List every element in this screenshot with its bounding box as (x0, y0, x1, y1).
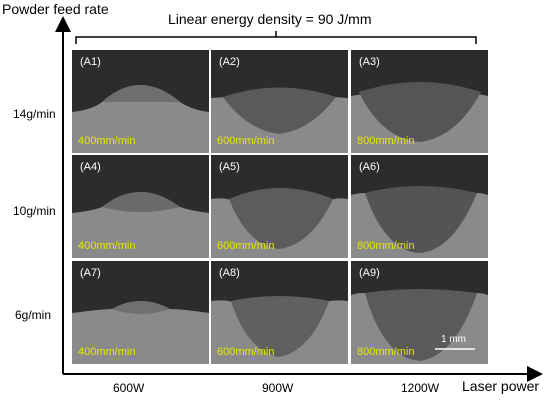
panel-tag: (A7) (80, 267, 101, 279)
micrograph-image (211, 261, 348, 364)
micrograph-image (351, 261, 488, 364)
panel-tag: (A9) (359, 267, 380, 279)
row-label-6: 6g/min (15, 308, 52, 322)
micrograph-panel: (A2) 600mm/min (211, 50, 348, 153)
scan-speed-label: 600mm/min (217, 240, 275, 252)
x-axis-label: Laser power (462, 378, 540, 394)
micrograph-image (72, 155, 209, 258)
scan-speed-label: 400mm/min (78, 135, 136, 147)
figure-title: Linear energy density = 90 J/mm (168, 11, 372, 27)
col-label-600w: 600W (113, 381, 145, 395)
micrograph-panel: (A3) 800mm/min (351, 50, 488, 153)
panel-tag: (A8) (219, 267, 240, 279)
micrograph-panel: (A8) 600mm/min (211, 261, 348, 364)
micrograph-panel: (A4) 400mm/min (72, 155, 209, 258)
col-label-900w: 900W (262, 381, 294, 395)
micrograph-image (211, 155, 348, 258)
scale-bar-label: 1 mm (441, 334, 466, 345)
scan-speed-label: 800mm/min (357, 346, 415, 358)
scan-speed-label: 400mm/min (78, 346, 136, 358)
panel-tag: (A5) (219, 161, 240, 173)
col-label-1200w: 1200W (401, 381, 440, 395)
micrograph-panel: (A5) 600mm/min (211, 155, 348, 258)
title-bracket (75, 31, 477, 44)
micrograph-image (72, 50, 209, 153)
y-axis-label: Powder feed rate (2, 1, 109, 17)
micrograph-panel: (A6) 800mm/min (351, 155, 488, 258)
scan-speed-label: 600mm/min (217, 346, 275, 358)
micrograph-panel: (A9) 800mm/min 1 mm (351, 261, 488, 364)
micrograph-panel: (A7) 400mm/min (72, 261, 209, 364)
row-label-10: 10g/min (13, 204, 56, 218)
scan-speed-label: 600mm/min (217, 135, 275, 147)
micrograph-image (351, 155, 488, 258)
scan-speed-label: 800mm/min (357, 135, 415, 147)
panel-tag: (A4) (80, 161, 101, 173)
scan-speed-label: 400mm/min (78, 240, 136, 252)
micrograph-image (351, 50, 488, 153)
micrograph-panel: (A1) 400mm/min (72, 50, 209, 153)
panel-tag: (A2) (219, 56, 240, 68)
row-label-14: 14g/min (13, 107, 56, 121)
scan-speed-label: 800mm/min (357, 240, 415, 252)
micrograph-image (211, 50, 348, 153)
panel-tag: (A6) (359, 161, 380, 173)
panel-tag: (A3) (359, 56, 380, 68)
panel-tag: (A1) (80, 56, 101, 68)
micrograph-image (72, 261, 209, 364)
